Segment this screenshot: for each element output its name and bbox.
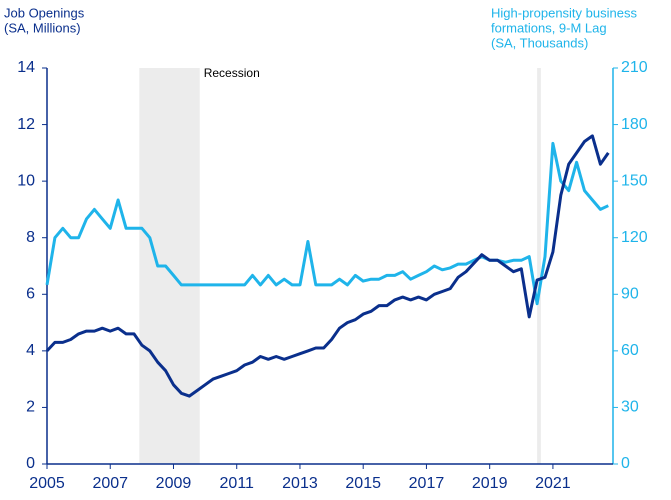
y-tick-label: 12 [17,116,35,133]
recession-band [139,68,200,464]
x-tick-label: 2021 [535,475,571,492]
series-line [45,141,609,306]
y2-tick-label: 150 [621,172,648,189]
annotation: Recession [204,66,260,80]
y-tick-label: 8 [26,229,35,246]
y-tick-label: 4 [26,342,35,359]
y2-tick-label: 90 [621,286,639,303]
y-tick-label: 2 [26,399,35,416]
y-axis-label: (SA, Millions) [4,20,81,35]
y2-tick-label: 0 [621,455,630,472]
y-axis-label: Job Openings [4,5,85,20]
x-tick-label: 2013 [282,475,318,492]
y2-axis-label: (SA, Thousands) [491,35,588,50]
y2-tick-label: 180 [621,116,648,133]
y-tick-label: 0 [26,455,35,472]
y2-axis-label: High-propensity business [491,5,637,20]
y-tick-label: 6 [26,286,35,303]
x-tick-label: 2005 [29,475,65,492]
x-tick-label: 2015 [345,475,381,492]
y-tick-label: 14 [17,59,35,76]
series-line [45,134,610,398]
x-tick-label: 2019 [472,475,508,492]
x-tick-label: 2009 [156,475,192,492]
x-tick-label: 2017 [409,475,445,492]
y-tick-label: 10 [17,172,35,189]
y2-axis-label: formations, 9-M Lag [491,20,607,35]
x-tick-label: 2007 [92,475,128,492]
x-tick-label: 2011 [220,475,255,492]
y2-tick-label: 60 [621,342,639,359]
recession-band [537,68,541,464]
y2-tick-label: 120 [621,229,648,246]
y2-tick-label: 30 [621,399,639,416]
y2-tick-label: 210 [621,59,648,76]
